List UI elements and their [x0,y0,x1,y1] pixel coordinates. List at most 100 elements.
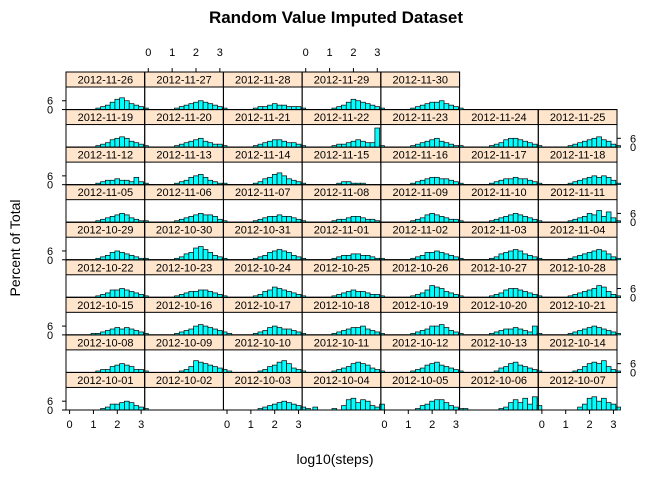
histogram-bar [503,215,509,223]
histogram-bar [596,400,602,411]
histogram-bar [124,289,130,298]
histogram-bar [262,330,268,336]
strip-label: 2012-11-28 [235,75,290,87]
histogram-bar [424,140,431,148]
panel-2012-10-29: 2012-10-29 [65,221,149,261]
histogram-bar [207,327,214,336]
histogram-bar [512,288,519,298]
y-tick-label: 0 [47,330,53,342]
histogram-bar [531,396,538,411]
strip-label: 2012-11-10 [471,187,526,199]
panel-2012-11-01: 2012-11-01 [301,221,385,261]
histogram-bar [109,215,116,223]
histogram-bar [345,328,352,336]
histogram-bar [601,175,607,186]
histogram-bar [615,257,621,261]
histogram-bar [522,140,528,148]
panel-2012-10-14: 2012-10-14 [537,334,621,373]
x-tick-label: 0 [145,47,151,59]
histogram-bar [207,142,214,148]
histogram-bar [133,104,140,110]
histogram-bar [271,215,278,223]
histogram-bar [281,215,287,223]
histogram-bar [605,330,612,336]
panel-2012-11-29: 2012-11-29 [301,71,385,111]
histogram-bar [605,291,612,298]
histogram-bar [286,291,292,298]
panel-2012-10-03: 2012-10-03 [222,371,311,411]
histogram-bar [596,285,602,298]
histogram-bar [517,214,524,223]
histogram-bar [350,215,357,223]
histogram-bar [276,402,283,411]
strip-label: 2012-10-09 [156,337,212,349]
histogram-bar [429,213,435,223]
histogram-bar [198,137,204,148]
strip-label: 2012-10-03 [235,375,291,387]
histogram-bar [345,366,352,373]
histogram-bar [365,255,371,261]
histogram-bar [262,142,268,148]
histogram-bar [291,330,297,336]
histogram-bar [577,179,583,186]
histogram-bar [276,104,283,110]
histogram-bar [198,289,204,298]
y-tick-label: 6 [630,284,636,296]
histogram-bar [350,253,357,261]
strip-label: 2012-10-02 [156,375,212,387]
histogram-bar [341,330,347,336]
histogram-bar [596,210,602,223]
histogram-bar [438,252,445,261]
histogram-bar [109,328,116,336]
histogram-bar [193,325,199,336]
strip-label: 2012-10-30 [156,225,212,237]
histogram-bar [109,289,116,298]
strip-label: 2012-10-12 [392,337,448,349]
panel-2012-10-24: 2012-10-24 [222,259,307,298]
histogram-bar [105,217,111,223]
histogram-bar [217,330,223,336]
histogram-bar [114,98,121,110]
histogram-bar [281,289,287,298]
histogram-bar [119,136,125,148]
histogram-bar [276,327,283,336]
histogram-bar [114,289,121,298]
histogram-bar [438,324,445,336]
histogram-bar [207,103,214,110]
histogram-bar [212,215,218,223]
strip-label: 2012-10-11 [314,337,369,349]
histogram-bar [281,360,287,373]
histogram-bar [109,403,116,411]
histogram-bar [591,396,598,411]
histogram-bar [105,330,111,336]
x-tick-label: 3 [374,47,380,59]
histogram-bar [438,288,445,298]
histogram-bar [517,402,524,411]
histogram-bar [207,252,214,261]
histogram-bar [345,101,352,110]
histogram-bar [262,291,268,298]
x-tick-label: 0 [539,419,545,431]
histogram-bar [271,174,278,186]
panel-frame [380,71,461,111]
histogram-bar [531,325,538,336]
histogram-bar [615,406,621,411]
histogram-bar [271,325,278,336]
strip-label: 2012-10-19 [392,300,448,312]
histogram-bar [350,98,357,110]
histogram-bar [286,215,292,223]
histogram-bar [369,405,376,411]
x-tick-label: 0 [303,47,309,59]
histogram-bar [424,364,431,373]
histogram-bar [429,139,435,148]
strip-label: 2012-10-01 [77,375,133,387]
x-tick-label: 1 [327,47,333,59]
histogram-bar [360,363,366,373]
histogram-bar [512,176,519,186]
y-tick-label: 6 [630,208,636,220]
histogram-bar [508,328,514,336]
histogram-bar [114,214,121,223]
panel-frame [537,109,618,148]
histogram-bar [345,291,352,298]
histogram-bar [582,253,588,261]
